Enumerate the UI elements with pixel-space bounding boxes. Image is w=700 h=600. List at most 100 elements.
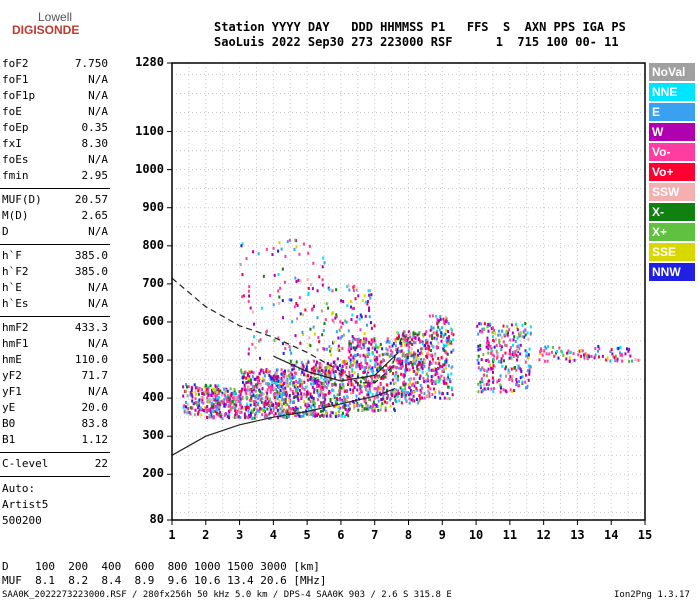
echo-point (327, 362, 330, 366)
echo-point (278, 241, 281, 245)
echo-point (351, 383, 354, 387)
echo-point (389, 365, 392, 369)
param-key: B1 (2, 433, 16, 446)
y-tick-label: 400 (142, 390, 164, 405)
echo-point (377, 367, 380, 371)
echo-point (316, 381, 319, 385)
echo-point (397, 337, 400, 341)
echo-point (407, 391, 410, 395)
echo-point (483, 383, 486, 387)
param-separator (0, 244, 110, 245)
echo-point (375, 387, 378, 391)
echo-point (277, 336, 280, 340)
echo-point (392, 372, 395, 376)
echo-point (258, 410, 261, 414)
echo-point (316, 289, 319, 293)
echo-point (406, 360, 409, 364)
echo-point (251, 392, 254, 396)
echo-point (400, 349, 403, 353)
echo-point (407, 330, 410, 334)
echo-point (355, 288, 358, 292)
echo-point (289, 359, 292, 363)
echo-point (526, 331, 529, 335)
echo-point (331, 311, 334, 315)
echo-point (247, 379, 250, 383)
param-value: N/A (88, 105, 108, 118)
echo-point (410, 398, 413, 402)
echo-point (289, 381, 292, 385)
echo-point (505, 390, 508, 394)
echo-point (612, 354, 615, 358)
echo-point (375, 391, 378, 395)
echo-point (219, 414, 222, 418)
echo-point (393, 409, 396, 413)
echo-point (285, 394, 288, 398)
auto-label: Auto: (2, 482, 36, 495)
echo-point (437, 341, 440, 345)
echo-point (441, 326, 444, 330)
echo-point (521, 323, 524, 327)
echo-point (298, 367, 301, 371)
echo-point (276, 390, 279, 394)
echo-point (440, 356, 443, 360)
echo-point (552, 345, 555, 349)
echo-point (340, 400, 343, 404)
echo-point (309, 327, 312, 331)
echo-point (500, 336, 503, 340)
echo-point (322, 346, 325, 350)
echo-point (282, 372, 285, 376)
echo-point (568, 359, 571, 363)
echo-point (223, 404, 226, 408)
echo-point (182, 405, 185, 409)
echo-point (594, 353, 597, 357)
echo-point (405, 358, 408, 362)
echo-point (280, 408, 283, 412)
echo-point (398, 359, 401, 363)
echo-point (253, 403, 256, 407)
echo-point (249, 378, 252, 382)
param-key: foEs (2, 153, 29, 166)
echo-point (219, 400, 222, 404)
param-key: yE (2, 401, 16, 414)
echo-point (526, 384, 529, 388)
echo-point (335, 402, 338, 406)
echo-point (277, 383, 280, 387)
echo-point (229, 387, 232, 391)
echo-point (198, 398, 201, 402)
echo-point (293, 367, 296, 371)
echo-point (373, 380, 376, 384)
echo-point (309, 344, 312, 348)
echo-point (511, 331, 514, 335)
echo-point (395, 399, 398, 403)
echo-point (348, 370, 351, 374)
echo-point (431, 357, 434, 361)
echo-point (447, 364, 450, 368)
echo-point (215, 408, 218, 412)
echo-point (266, 391, 269, 395)
echo-point (544, 345, 547, 349)
echo-point (446, 336, 449, 340)
echo-point (255, 393, 258, 397)
echo-point (201, 400, 204, 404)
echo-point (308, 404, 311, 408)
echo-point (230, 391, 233, 395)
echo-point (416, 388, 419, 392)
echo-point (441, 365, 444, 369)
echo-point (211, 394, 214, 398)
echo-point (323, 404, 326, 408)
echo-point (248, 413, 251, 417)
echo-point (555, 351, 558, 355)
echo-point (340, 325, 343, 329)
echo-point (560, 349, 563, 353)
echo-point (429, 387, 432, 391)
echo-point (409, 378, 412, 382)
echo-point (342, 411, 345, 415)
echo-point (186, 403, 189, 407)
echo-point (289, 375, 292, 379)
echo-point (225, 397, 228, 401)
echo-point (347, 380, 350, 384)
echo-point (499, 374, 502, 378)
echo-point (280, 376, 283, 380)
echo-point (206, 405, 209, 409)
echo-point (515, 380, 518, 384)
